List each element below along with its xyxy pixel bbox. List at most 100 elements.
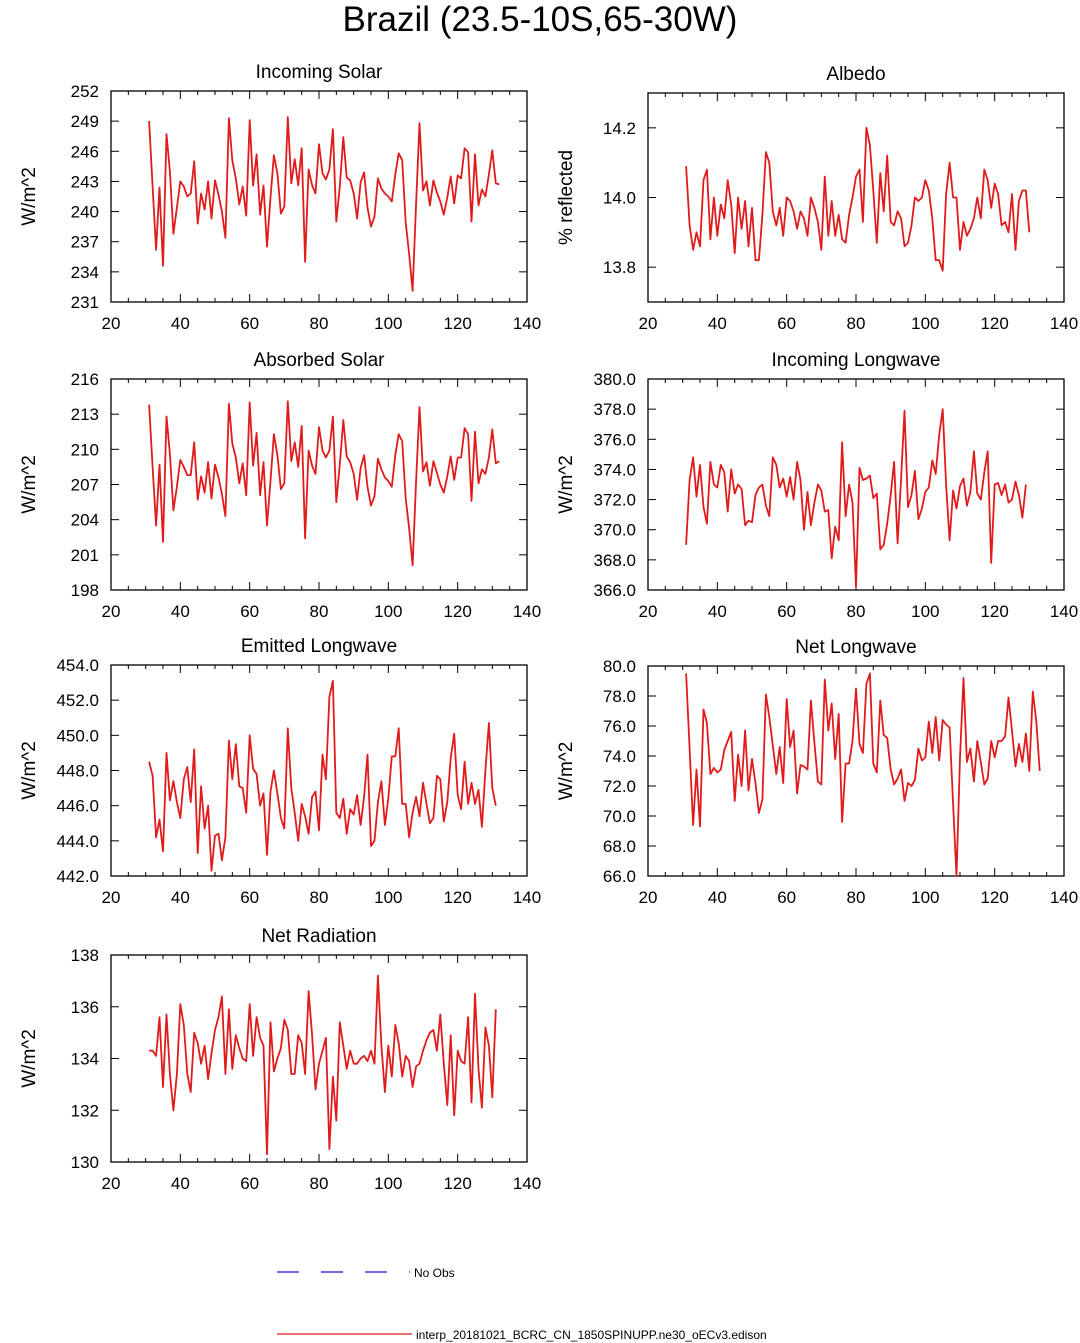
- y-tick-label: 198: [71, 581, 99, 600]
- y-tick-label: 454.0: [56, 656, 99, 675]
- y-tick-label: 444.0: [56, 832, 99, 851]
- y-tick-label: 72.0: [603, 777, 636, 796]
- series-line-emitted-longwave: [148, 679, 497, 872]
- x-tick-label: 140: [513, 888, 541, 907]
- panel-emitted-longwave: Emitted Longwave 20 40 60 80 100 120 140 442.0 44…: [19, 636, 541, 907]
- y-tick-label: 80.0: [603, 657, 636, 676]
- x-tick-label: 60: [240, 888, 259, 907]
- series-line-albedo: [685, 126, 1031, 272]
- y-tick-label: 204: [71, 511, 99, 530]
- y-tick-label: 14.0: [603, 189, 636, 208]
- y-tick-label: 13.8: [603, 258, 636, 277]
- y-tick-label: 372.0: [593, 491, 636, 510]
- x-tick-label: 80: [847, 602, 866, 621]
- series-line-net-longwave: [685, 672, 1041, 877]
- y-tick-label: 237: [71, 233, 99, 252]
- y-tick-label: 376.0: [593, 430, 636, 449]
- y-axis-label: W/m^2: [556, 455, 577, 514]
- plot-frame: [110, 378, 528, 591]
- panel-absorbed-solar: Absorbed Solar 20 40 60 80 100 120 140 198 201 204…: [19, 350, 541, 621]
- y-tick-label: 243: [71, 172, 99, 191]
- panel-incoming-solar: Incoming Solar 20 40 60 80 100 120 140 231 234 237…: [19, 62, 541, 333]
- x-tick-label: 80: [310, 602, 329, 621]
- y-tick-label: 252: [71, 82, 99, 101]
- x-tick-label: 120: [443, 1174, 471, 1193]
- y-tick-label: 246: [71, 142, 99, 161]
- panel-title: Incoming Solar: [256, 62, 383, 83]
- series-line-incoming-solar: [148, 116, 500, 292]
- x-tick-label: 80: [310, 314, 329, 333]
- x-tick-label: 80: [847, 314, 866, 333]
- y-tick-label: 368.0: [593, 551, 636, 570]
- x-tick-label: 40: [708, 314, 727, 333]
- y-tick-label: 201: [71, 546, 99, 565]
- y-tick-label: 14.2: [603, 119, 636, 138]
- plot-frame: [647, 92, 1065, 303]
- y-tick-label: 442.0: [56, 867, 99, 886]
- legend-label-no-obs: No Obs: [414, 1266, 455, 1280]
- x-tick-label: 20: [102, 602, 121, 621]
- x-tick-label: 60: [240, 1174, 259, 1193]
- x-tick-label: 40: [708, 602, 727, 621]
- x-tick-label: 100: [911, 602, 939, 621]
- x-tick-label: 80: [847, 888, 866, 907]
- y-tick-label: 74.0: [603, 747, 636, 766]
- x-tick-label: 120: [443, 888, 471, 907]
- x-tick-label: 60: [240, 314, 259, 333]
- panel-incoming-longwave: Incoming Longwave 20 40 60 80 100 120 140 366.0 3…: [556, 350, 1078, 621]
- panel-net-longwave: Net Longwave 20 40 60 80 100 120 140 66.0 68.0 70.…: [556, 637, 1078, 907]
- y-tick-label: 136: [71, 998, 99, 1017]
- x-tick-label: 140: [513, 1174, 541, 1193]
- y-tick-label: 66.0: [603, 867, 636, 886]
- y-tick-label: 78.0: [603, 687, 636, 706]
- y-axis-label: W/m^2: [19, 1029, 40, 1088]
- panel-albedo: Albedo 20 40 60 80 100 120 140 13.8 14.0 14.2 % ref…: [556, 64, 1078, 333]
- panel-title: Absorbed Solar: [254, 350, 386, 371]
- y-tick-label: 446.0: [56, 797, 99, 816]
- x-tick-label: 60: [777, 314, 796, 333]
- series-line-net-radiation: [149, 974, 497, 1156]
- x-tick-label: 40: [171, 1174, 190, 1193]
- x-tick-label: 60: [240, 602, 259, 621]
- y-tick-label: 216: [71, 370, 99, 389]
- series-line-absorbed-solar: [148, 400, 500, 567]
- x-tick-label: 140: [1050, 314, 1078, 333]
- y-tick-label: 213: [71, 405, 99, 424]
- y-tick-label: 370.0: [593, 521, 636, 540]
- x-tick-label: 140: [1050, 888, 1078, 907]
- y-tick-label: 76.0: [603, 717, 636, 736]
- y-tick-label: 249: [71, 112, 99, 131]
- y-tick-label: 132: [71, 1101, 99, 1120]
- x-tick-label: 20: [102, 888, 121, 907]
- y-tick-label: 207: [71, 476, 99, 495]
- x-tick-label: 20: [102, 314, 121, 333]
- x-tick-label: 140: [513, 602, 541, 621]
- x-tick-label: 20: [102, 1174, 121, 1193]
- y-tick-label: 448.0: [56, 762, 99, 781]
- x-tick-label: 120: [980, 888, 1008, 907]
- x-tick-label: 140: [1050, 602, 1078, 621]
- x-tick-label: 120: [443, 314, 471, 333]
- y-tick-label: 450.0: [56, 726, 99, 745]
- x-tick-label: 100: [911, 888, 939, 907]
- y-tick-label: 134: [71, 1050, 99, 1069]
- panel-title: Albedo: [826, 64, 885, 85]
- series-line-incoming-longwave: [685, 408, 1027, 588]
- y-axis-label: % reflected: [556, 150, 577, 245]
- x-tick-label: 60: [777, 888, 796, 907]
- x-tick-label: 40: [171, 314, 190, 333]
- panel-title: Incoming Longwave: [772, 350, 941, 371]
- x-tick-label: 120: [980, 602, 1008, 621]
- x-tick-label: 40: [171, 888, 190, 907]
- x-tick-label: 20: [639, 888, 658, 907]
- x-tick-label: 140: [513, 314, 541, 333]
- y-tick-label: 234: [71, 263, 99, 282]
- legend-label-model: interp_20181021_BCRC_CN_1850SPINUPP.ne30…: [416, 1328, 767, 1342]
- panel-title: Emitted Longwave: [241, 636, 397, 657]
- x-tick-label: 60: [777, 602, 796, 621]
- x-tick-label: 100: [911, 314, 939, 333]
- y-tick-label: 240: [71, 203, 99, 222]
- x-tick-label: 80: [310, 888, 329, 907]
- y-tick-label: 210: [71, 440, 99, 459]
